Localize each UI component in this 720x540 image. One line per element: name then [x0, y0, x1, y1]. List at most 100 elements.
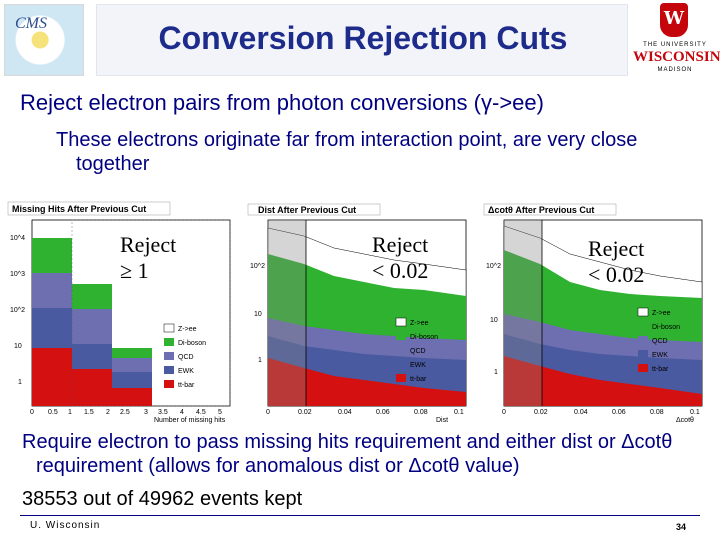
plot2-title-box	[247, 203, 381, 216]
svg-text:10: 10	[490, 317, 498, 324]
plot1-bar3-diboson	[112, 348, 152, 358]
plot3-legend: Z->ee Di-boson QCD EWK tt-bar	[637, 307, 680, 373]
uw-crest-icon: W	[660, 3, 688, 37]
plot-missing-hits-svg: Missing Hits After Previous Cut Z->ee Di…	[7, 201, 231, 424]
svg-text:0: 0	[266, 409, 270, 416]
plot3-xlabel: Δcotθ	[676, 417, 694, 424]
title-bar: Conversion Rejection Cuts	[96, 4, 628, 76]
plot3-annotation-line2: < 0.02	[588, 262, 645, 287]
plot2-xticks: 0 0.02 0.04 0.06 0.08 0.1	[266, 409, 464, 416]
plot2-legend: Z->ee Di-boson QCD EWK tt-bar	[395, 317, 438, 383]
svg-text:EWK: EWK	[410, 362, 426, 369]
svg-text:0.06: 0.06	[612, 409, 626, 416]
plot1-xticks: 0 0.5 1 1.5 2 2.5 3 3.5 4 4.5 5	[30, 409, 222, 416]
svg-text:QCD: QCD	[652, 338, 668, 345]
uw-logo: W THE UNIVERSITY WISCONSIN MADISON	[633, 3, 720, 75]
cms-logo-text: CMS	[15, 15, 47, 32]
plot1-annotation: Reject ≥ 1	[120, 232, 176, 284]
svg-text:3: 3	[144, 409, 148, 416]
svg-text:0.02: 0.02	[534, 409, 548, 416]
page-number: 34	[676, 522, 687, 532]
plot2-annotation-line1: Reject	[372, 232, 429, 257]
plot-dcot-svg: Δcotθ After Previous Cut Z->ee Di-boson …	[483, 203, 703, 424]
plot1-annotation-line1: Reject	[120, 232, 177, 257]
requirement-text: Require electron to pass missing hits re…	[22, 431, 673, 477]
svg-text:10^4: 10^4	[10, 235, 25, 242]
svg-text:4.5: 4.5	[196, 409, 206, 416]
svg-text:Di-boson: Di-boson	[410, 334, 438, 341]
plot2-reject-region	[268, 220, 306, 406]
svg-text:1.5: 1.5	[84, 409, 94, 416]
svg-text:4: 4	[180, 409, 184, 416]
svg-text:10: 10	[14, 343, 22, 350]
uw-logo-line1: THE UNIVERSITY	[643, 42, 707, 48]
svg-text:1: 1	[18, 379, 22, 386]
plot1-legend: Z->ee Di-boson QCD EWK tt-bar	[163, 323, 206, 389]
bullet-main: Reject electron pairs from photon conver…	[20, 90, 544, 115]
svg-text:EWK: EWK	[652, 352, 668, 359]
svg-text:tt-bar: tt-bar	[178, 382, 195, 389]
plot3-area-ttbar	[504, 356, 702, 406]
svg-text:0.04: 0.04	[338, 409, 352, 416]
plot-missing-hits: Missing Hits After Previous Cut Z->ee Di…	[4, 198, 240, 424]
plot3-title-box	[483, 203, 617, 216]
svg-text:3.5: 3.5	[158, 409, 168, 416]
svg-text:0.08: 0.08	[414, 409, 428, 416]
plot2-annotation-line2: < 0.02	[372, 258, 429, 283]
svg-text:5: 5	[218, 409, 222, 416]
plot2-xlabel: Dist	[436, 417, 448, 424]
svg-text:Di-boson: Di-boson	[652, 324, 680, 331]
svg-text:0.1: 0.1	[690, 409, 700, 416]
plot2-yticks: 10^2 10 1	[250, 263, 265, 364]
svg-text:0.02: 0.02	[298, 409, 312, 416]
svg-text:10^2: 10^2	[10, 307, 25, 314]
bullet-sub: These electrons originate far from inter…	[56, 129, 638, 175]
svg-text:10^2: 10^2	[250, 263, 265, 270]
svg-text:1: 1	[68, 409, 72, 416]
svg-text:Z->ee: Z->ee	[652, 310, 671, 317]
svg-text:0.08: 0.08	[650, 409, 664, 416]
slide-title: Conversion Rejection Cuts	[158, 20, 568, 56]
plot1-bar-diboson	[32, 238, 72, 273]
plot1-annotation-line2: ≥ 1	[120, 258, 149, 283]
events-kept-text: 38553 out of 49962 events kept	[22, 488, 303, 510]
plot-dcot: Δcotθ After Previous Cut Z->ee Di-boson …	[480, 198, 716, 424]
svg-text:2: 2	[106, 409, 110, 416]
svg-text:2.5: 2.5	[120, 409, 130, 416]
svg-text:10^2: 10^2	[486, 263, 501, 270]
plot2-title: Dist After Previous Cut	[258, 205, 356, 215]
svg-text:tt-bar: tt-bar	[652, 366, 669, 373]
plot3-yticks: 10^2 10 1	[486, 263, 501, 376]
cms-logo: CMS	[4, 4, 84, 76]
plot3-annotation-line1: Reject	[588, 236, 645, 261]
plot2-annotation: Reject < 0.02	[372, 232, 428, 284]
svg-text:Z->ee: Z->ee	[410, 320, 429, 327]
uw-logo-line3: MADISON	[657, 67, 693, 73]
svg-text:tt-bar: tt-bar	[410, 376, 427, 383]
plot3-xticks: 0 0.02 0.04 0.06 0.08 0.1	[502, 409, 700, 416]
plot3-annotation: Reject < 0.02	[588, 236, 644, 288]
svg-text:0.06: 0.06	[376, 409, 390, 416]
footer-divider	[20, 515, 700, 516]
uw-logo-line2: WISCONSIN	[633, 49, 720, 65]
plot2-area-ttbar	[268, 358, 466, 406]
svg-text:0.04: 0.04	[574, 409, 588, 416]
svg-text:0: 0	[502, 409, 506, 416]
svg-text:EWK: EWK	[178, 368, 194, 375]
plot-dist: Dist After Previous Cut Z->ee Di-boson Q…	[244, 198, 476, 424]
footer-institution: U. Wisconsin	[30, 520, 101, 531]
uw-crest-letter: W	[663, 8, 685, 29]
plot1-title-box	[7, 201, 171, 216]
plot3-title: Δcotθ After Previous Cut	[488, 205, 594, 215]
svg-text:0.1: 0.1	[454, 409, 464, 416]
svg-text:Z->ee: Z->ee	[178, 326, 197, 333]
plot1-xlabel: Number of missing hits	[154, 417, 226, 424]
svg-text:Di-boson: Di-boson	[178, 340, 206, 347]
svg-text:0.5: 0.5	[48, 409, 58, 416]
plot-dist-svg: Dist After Previous Cut Z->ee Di-boson Q…	[247, 203, 467, 424]
plot1-bar2-diboson	[72, 284, 112, 309]
plot3-reject-region	[504, 220, 542, 406]
svg-text:1: 1	[494, 369, 498, 376]
svg-text:QCD: QCD	[410, 348, 426, 355]
plot1-yticks: 10^4 10^3 10^2 10 1	[10, 235, 25, 386]
